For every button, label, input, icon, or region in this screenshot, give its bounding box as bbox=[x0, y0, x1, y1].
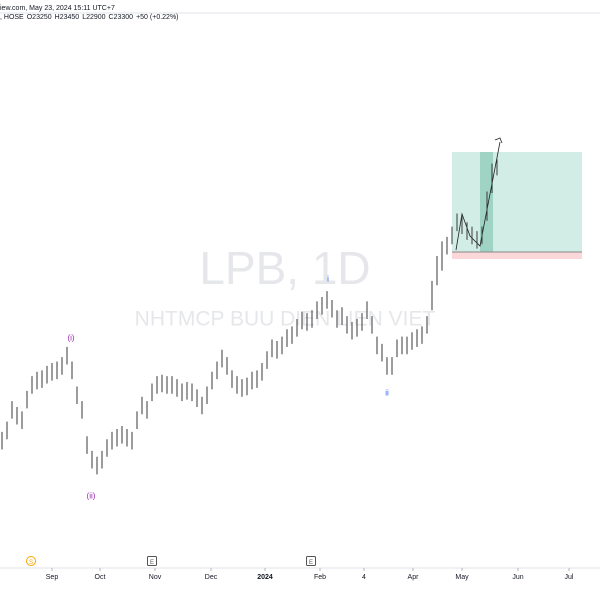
arrow-head bbox=[494, 137, 503, 144]
event-badge bbox=[26, 556, 36, 566]
x-tick-label: Feb bbox=[314, 574, 326, 581]
close: C23300 bbox=[108, 14, 134, 21]
wave-label: i bbox=[327, 274, 329, 284]
high: H23450 bbox=[54, 14, 80, 21]
header: iew.com, May 23, 2024 15:11 UTC+7 , HOSE… bbox=[0, 4, 182, 22]
x-tick-label: Nov bbox=[149, 574, 162, 581]
event-label: S bbox=[29, 560, 33, 566]
x-tick-label: Oct bbox=[95, 574, 106, 581]
wave-label: (i) bbox=[67, 333, 75, 343]
low: L22900 bbox=[82, 14, 106, 21]
ohlc-line: , HOSE O23250 H23450 L22900 C23300 +50 (+0.22… bbox=[0, 13, 182, 22]
x-tick-label: May bbox=[455, 574, 469, 581]
watermark-title: LPB, 1D bbox=[199, 242, 370, 294]
wave-label: ii bbox=[385, 388, 389, 398]
source: iew.com, May 23, 2024 15:11 UTC+7 bbox=[0, 5, 115, 12]
watermark-subtitle: NHTMCP BUU DIEN LIEN VIET bbox=[135, 308, 436, 331]
x-axis: Sep Oct Nov Dec 2024 Feb 4 Apr May Jun Jul bbox=[46, 568, 574, 581]
x-tick-label: Jun bbox=[512, 574, 523, 581]
event-badge bbox=[306, 556, 316, 566]
target-zone bbox=[452, 152, 582, 252]
change: +50 (+0.22%) bbox=[136, 14, 179, 21]
event-badge bbox=[147, 556, 157, 566]
exchange: , HOSE bbox=[0, 14, 24, 21]
x-tick-label: 2024 bbox=[257, 574, 273, 581]
wave-label: (ii) bbox=[86, 491, 96, 501]
bars bbox=[1, 159, 498, 475]
open: O23250 bbox=[26, 14, 52, 21]
event-label: E bbox=[150, 560, 154, 566]
event-label: E bbox=[309, 560, 313, 566]
x-tick-label: Jul bbox=[565, 574, 574, 581]
x-tick-label: Apr bbox=[408, 574, 420, 581]
x-tick-label: Dec bbox=[205, 574, 218, 581]
x-tick-label: Sep bbox=[46, 574, 59, 581]
stop-zone bbox=[452, 252, 582, 259]
x-tick-label: 4 bbox=[362, 574, 366, 581]
